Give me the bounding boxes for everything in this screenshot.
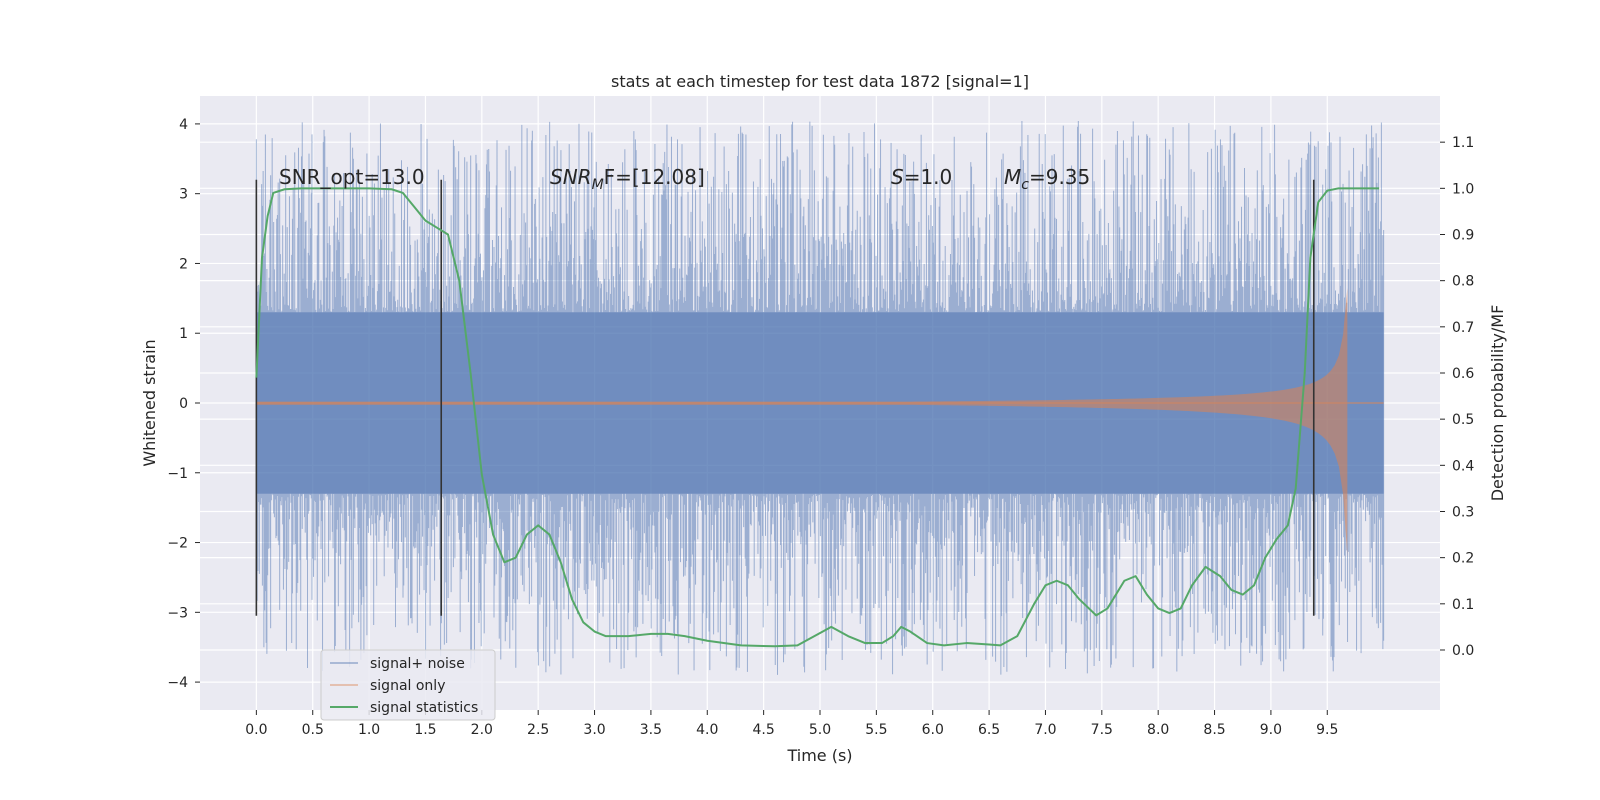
y2-tick-label: 1.0 bbox=[1452, 181, 1474, 197]
x-tick-label: 0.5 bbox=[302, 722, 324, 738]
annotation-mc: Mc=9.35 bbox=[1004, 165, 1090, 193]
legend-label-signal: signal only bbox=[370, 678, 445, 694]
y-tick-label: −4 bbox=[167, 675, 188, 691]
x-tick-label: 1.0 bbox=[358, 722, 380, 738]
x-tick-label: 1.5 bbox=[414, 722, 436, 738]
x-tick-label: 2.0 bbox=[471, 722, 493, 738]
x-tick-label: 2.5 bbox=[527, 722, 549, 738]
x-tick-label: 5.0 bbox=[809, 722, 831, 738]
y-tick-labels: 4 3 2 1 0 −1 −2 −3 −4 bbox=[167, 117, 200, 691]
y-axis-label: Whitened strain bbox=[140, 339, 159, 466]
legend: signal+ noise signal only signal statist… bbox=[320, 649, 496, 721]
signal-only-series bbox=[256, 287, 1384, 557]
x-tick-label: 8.5 bbox=[1203, 722, 1225, 738]
y2-tick-label: 0.8 bbox=[1452, 274, 1474, 290]
vertical-markers bbox=[255, 179, 1315, 616]
x-tick-label: 0.0 bbox=[245, 722, 267, 738]
snr-mf-rest: F=[12.08] bbox=[604, 165, 705, 189]
s-val: =1.0 bbox=[904, 165, 953, 189]
y-tick-label: 2 bbox=[179, 256, 188, 272]
signal-statistics-series bbox=[255, 187, 1380, 648]
x-tick-labels: 0.0 0.5 1.0 1.5 2.0 2.5 3.0 3.5 4.0 4.5 5.0 5.5 6.0 6… bbox=[245, 710, 1338, 738]
legend-label-stats: signal statistics bbox=[370, 700, 478, 716]
y2-tick-labels: 1.1 1.0 0.9 0.8 0.7 0.6 0.5 0.4 0.3 0.2 0.1 0.0 bbox=[1440, 135, 1474, 659]
y2-tick-label: 0.3 bbox=[1452, 504, 1474, 520]
y-tick-label: 3 bbox=[179, 187, 188, 203]
y-tick-label: 4 bbox=[179, 117, 188, 133]
x-tick-label: 7.5 bbox=[1091, 722, 1113, 738]
stats-line bbox=[255, 187, 1380, 648]
x-tick-label: 4.0 bbox=[696, 722, 718, 738]
x-tick-label: 9.5 bbox=[1316, 722, 1338, 738]
annotation-snr-mf: SNRMF=[12.08] bbox=[550, 165, 705, 193]
y2-tick-label: 0.4 bbox=[1452, 458, 1474, 474]
y2-tick-label: 0.6 bbox=[1452, 366, 1474, 382]
legend-box bbox=[320, 649, 496, 721]
mc-sub: c bbox=[1021, 177, 1029, 193]
x-tick-label: 8.0 bbox=[1147, 722, 1169, 738]
y2-axis-label: Detection probability/MF bbox=[1488, 305, 1507, 502]
y-tick-label: −3 bbox=[167, 605, 188, 621]
x-tick-label: 6.5 bbox=[978, 722, 1000, 738]
x-tick-label: 4.5 bbox=[753, 722, 775, 738]
chart-title: stats at each timestep for test data 187… bbox=[611, 72, 1029, 91]
s-sym: S bbox=[891, 165, 904, 189]
x-tick-label: 5.5 bbox=[865, 722, 887, 738]
snr-mf-base: SNR bbox=[550, 165, 592, 189]
snr-mf-sub: M bbox=[592, 177, 604, 193]
annotation-s: S=1.0 bbox=[891, 165, 952, 189]
x-tick-label: 3.5 bbox=[640, 722, 662, 738]
x-tick-label: 9.0 bbox=[1260, 722, 1282, 738]
y2-tick-label: 0.1 bbox=[1452, 597, 1474, 613]
y2-tick-label: 0.7 bbox=[1452, 320, 1474, 336]
y-tick-label: −1 bbox=[167, 466, 188, 482]
y-tick-label: 1 bbox=[179, 326, 188, 342]
x-tick-label: 3.0 bbox=[583, 722, 605, 738]
annotation-snr-opt: SNR_opt=13.0 bbox=[279, 165, 425, 189]
x-tick-label: 7.0 bbox=[1034, 722, 1056, 738]
y2-tick-label: 0.9 bbox=[1452, 227, 1474, 243]
mc-sym: M bbox=[1004, 165, 1021, 189]
mc-val: =9.35 bbox=[1029, 165, 1090, 189]
x-tick-label: 6.0 bbox=[922, 722, 944, 738]
y-tick-label: −2 bbox=[167, 536, 188, 552]
y2-tick-label: 0.0 bbox=[1452, 643, 1474, 659]
legend-label-noise: signal+ noise bbox=[370, 656, 465, 672]
y-tick-label: 0 bbox=[179, 396, 188, 412]
y2-tick-label: 1.1 bbox=[1452, 135, 1474, 151]
y2-tick-label: 0.5 bbox=[1452, 412, 1474, 428]
y2-tick-label: 0.2 bbox=[1452, 551, 1474, 567]
x-axis-label: Time (s) bbox=[786, 746, 852, 765]
